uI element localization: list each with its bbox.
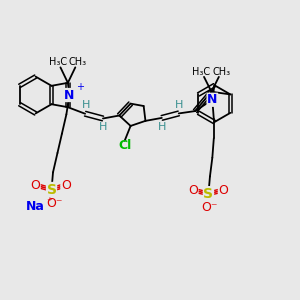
Text: Na: Na: [26, 200, 45, 213]
Text: O⁻: O⁻: [202, 202, 218, 214]
Text: S: S: [46, 182, 56, 197]
Text: CH₃: CH₃: [213, 67, 231, 76]
Text: N: N: [64, 88, 74, 101]
Text: H: H: [175, 100, 184, 110]
Text: Cl: Cl: [118, 139, 131, 152]
Text: H: H: [82, 100, 90, 110]
Text: CH₃: CH₃: [69, 57, 87, 67]
Text: +: +: [76, 82, 84, 92]
Text: H: H: [99, 122, 108, 132]
Text: O: O: [30, 178, 40, 192]
Text: H₃C: H₃C: [49, 57, 67, 67]
Text: O: O: [61, 178, 71, 192]
Text: O: O: [188, 184, 198, 196]
Text: N: N: [207, 93, 217, 106]
Text: S: S: [203, 187, 214, 201]
Text: H₃C: H₃C: [192, 67, 210, 76]
Text: O: O: [218, 184, 228, 196]
Text: ⁺: ⁺: [46, 197, 52, 207]
Text: H: H: [158, 122, 166, 132]
Text: O⁻: O⁻: [46, 197, 63, 210]
